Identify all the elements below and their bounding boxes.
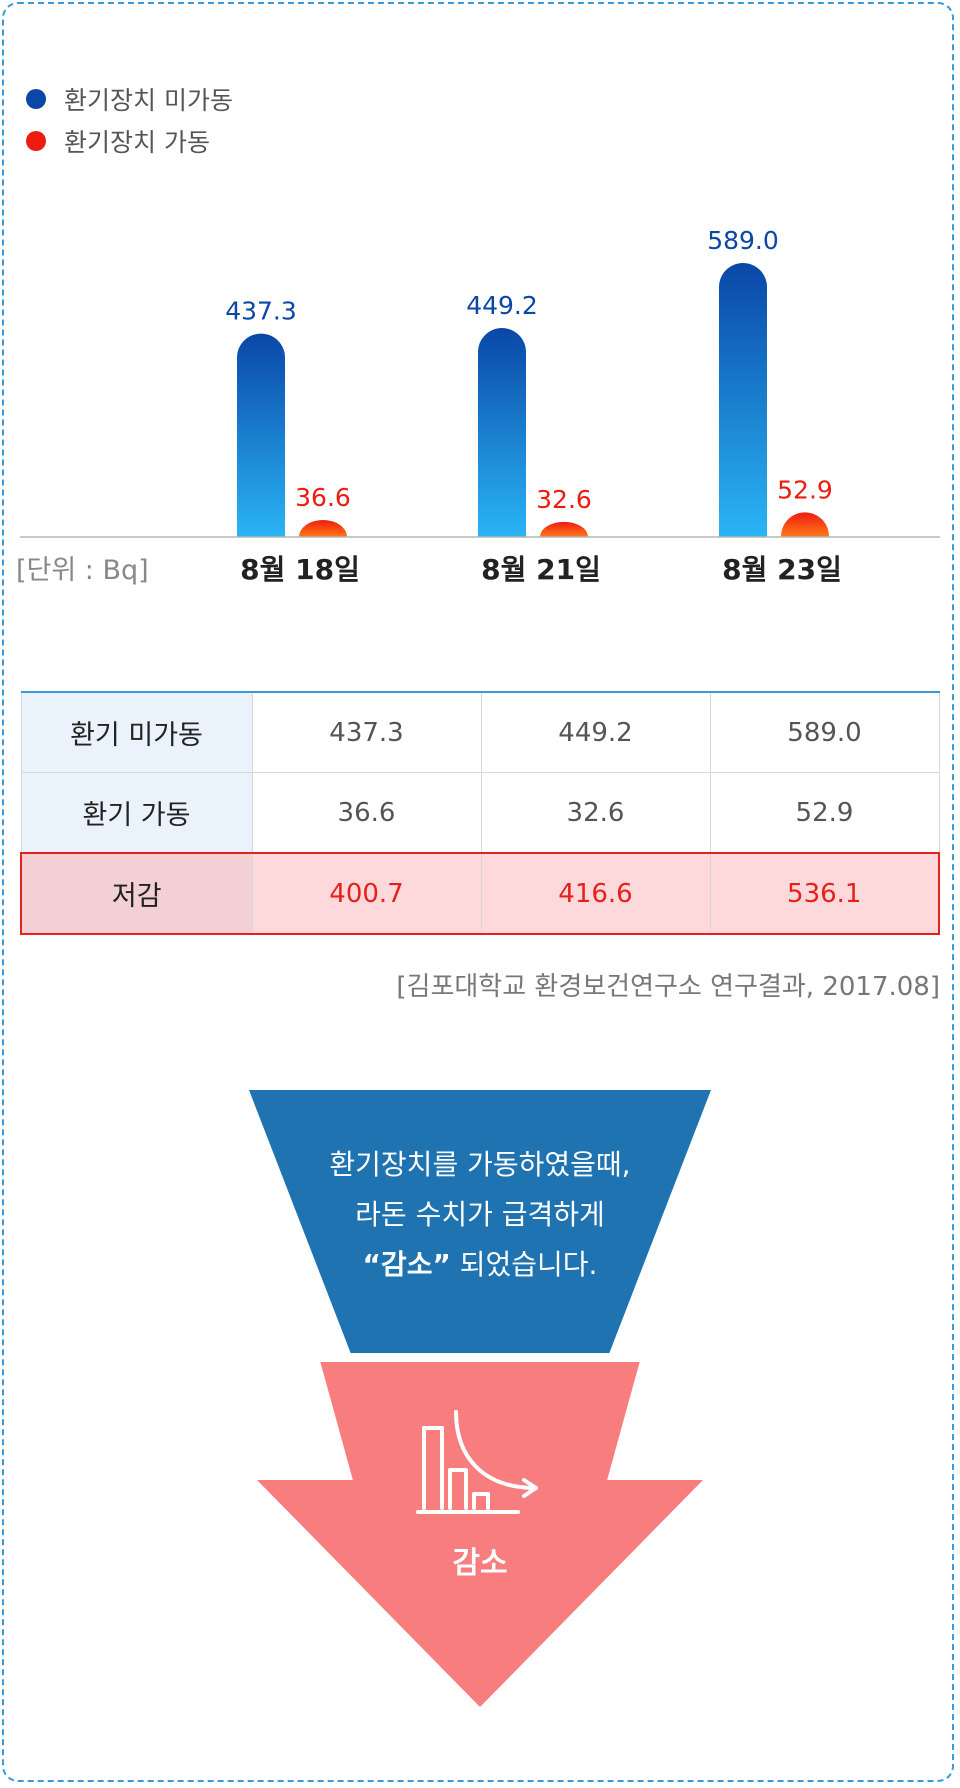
legend-dot-off — [26, 89, 46, 109]
data-label: 589.0 — [707, 226, 779, 255]
funnel-emphasis: “감소” — [362, 1248, 451, 1281]
table-cell: 32.6 — [480, 772, 711, 854]
funnel-line-3-rest: 되었습니다. — [450, 1248, 598, 1281]
bar-ventilation-off — [719, 263, 767, 537]
table-row-reduction: 저감 400.7 416.6 536.1 — [20, 852, 940, 935]
decrease-chart-icon — [416, 1410, 538, 1514]
funnel-line-3: “감소” 되었습니다. — [249, 1240, 711, 1290]
legend-item-on: 환기장치 가동 — [26, 120, 233, 162]
x-tick-label: 8월 18일 — [240, 553, 360, 586]
data-label: 32.6 — [536, 485, 592, 514]
funnel-line-1: 환기장치를 가동하였을때, — [329, 1148, 631, 1181]
table-cell: 437.3 — [251, 691, 482, 773]
table-cell: 449.2 — [480, 691, 711, 773]
table-cell: 589.0 — [709, 691, 940, 773]
table-cell: 536.1 — [709, 852, 940, 935]
row-header-on: 환기 가동 — [20, 772, 253, 854]
table-row: 환기 가동 36.6 32.6 52.9 — [20, 772, 940, 854]
legend-label-on: 환기장치 가동 — [64, 128, 210, 157]
data-label: 52.9 — [777, 475, 833, 504]
radon-bar-chart: 437.3 36.6 8월 18일 449.2 32.6 8월 21일 589.0 52.9 8… — [20, 226, 940, 586]
bar-ventilation-on — [299, 519, 347, 537]
x-tick-label: 8월 21일 — [481, 553, 601, 586]
x-tick-label: 8월 23일 — [722, 553, 842, 586]
table-cell: 416.6 — [480, 852, 711, 935]
funnel-line-2: 라돈 수치가 급격하게 — [355, 1198, 605, 1231]
bar-ventilation-off — [478, 328, 526, 537]
arrow-label: 감소 — [452, 1546, 508, 1581]
data-label: 36.6 — [295, 483, 351, 512]
data-table: 환기 미가동 437.3 449.2 589.0 환기 가동 36.6 32.6… — [20, 691, 940, 935]
chart-legend: 환기장치 미가동 환기장치 가동 — [26, 78, 233, 162]
bar-ventilation-on — [781, 512, 829, 537]
table-cell: 400.7 — [251, 852, 482, 935]
unit-label: [단위 : Bq] — [16, 555, 149, 586]
bar-ventilation-off — [237, 333, 285, 537]
bar-ventilation-on — [540, 521, 588, 537]
funnel-message: 환기장치를 가동하였을때, 라돈 수치가 급격하게 “감소” 되었습니다. — [249, 1140, 711, 1290]
source-citation: [김포대학교 환경보건연구소 연구결과, 2017.08] — [396, 972, 940, 1002]
legend-item-off: 환기장치 미가동 — [26, 78, 233, 120]
table-cell: 36.6 — [251, 772, 482, 854]
data-label: 437.3 — [225, 297, 297, 326]
row-header-off: 환기 미가동 — [20, 691, 253, 773]
legend-dot-on — [26, 131, 46, 151]
data-label: 449.2 — [466, 291, 538, 320]
legend-label-off: 환기장치 미가동 — [64, 86, 233, 115]
table-row: 환기 미가동 437.3 449.2 589.0 — [20, 691, 940, 773]
table-cell: 52.9 — [709, 772, 940, 854]
row-header-reduction: 저감 — [20, 852, 253, 935]
